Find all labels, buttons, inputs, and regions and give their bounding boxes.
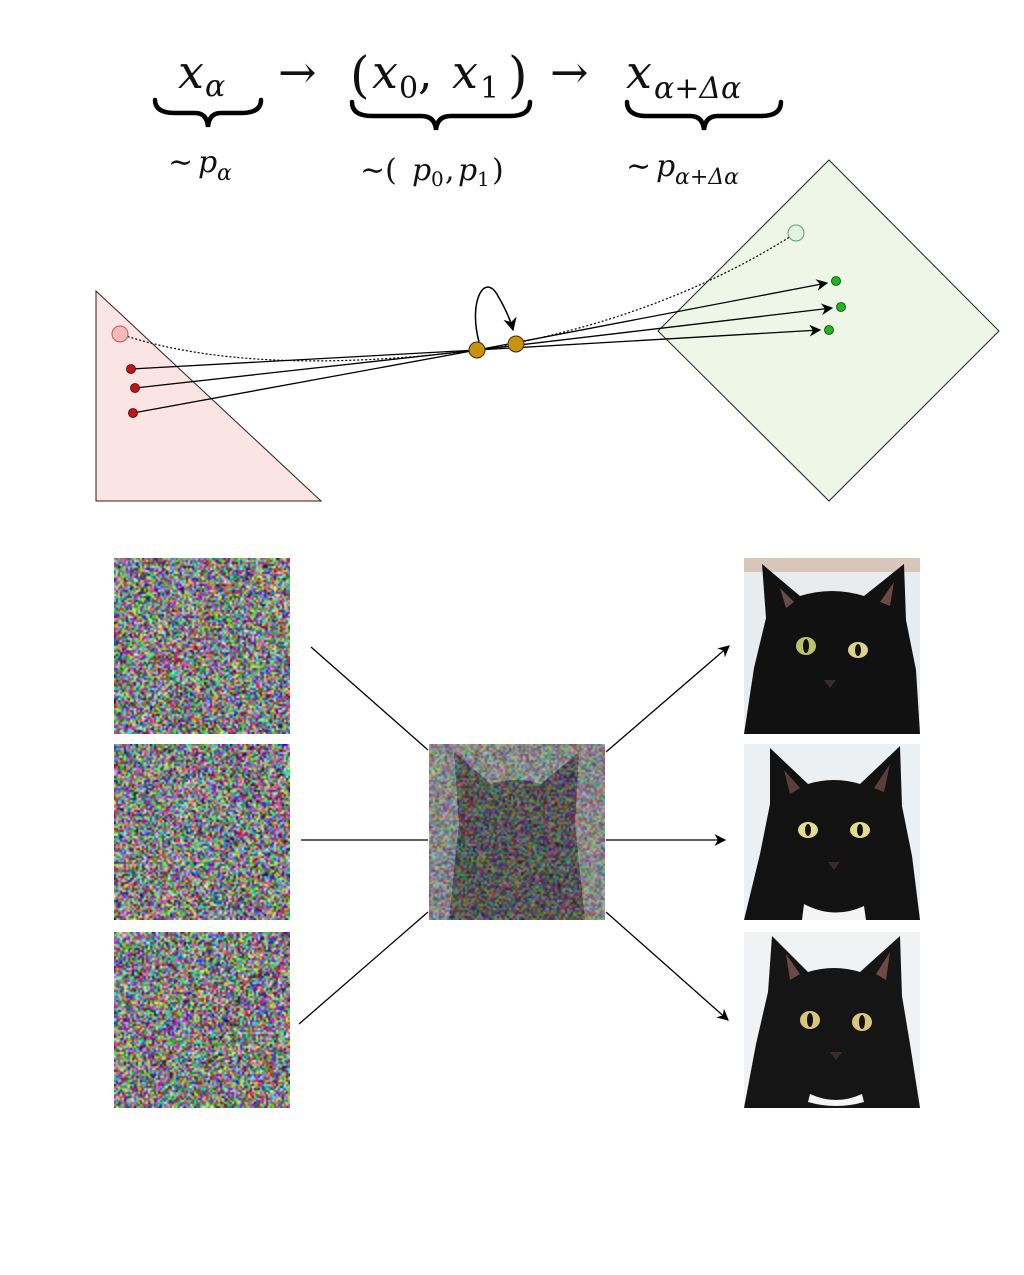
source-point-1 <box>126 364 136 374</box>
underbrace-alpha <box>152 97 264 128</box>
arrow-1: → <box>278 45 317 99</box>
under-next-tilde: ∼ <box>626 149 651 184</box>
trajectory-3-out <box>476 324 822 351</box>
image-flow-connectors <box>298 645 730 1025</box>
noisy-cat-image <box>429 744 605 920</box>
pair-close: ) <box>508 46 528 104</box>
under-next-sub: α+Δα <box>675 165 739 190</box>
cat-1-connector <box>605 645 730 753</box>
pair-base0: x <box>372 45 398 99</box>
pair-sub0: 0 <box>399 71 418 106</box>
trajectory-3-in <box>132 349 478 414</box>
under-pair-close: ) <box>492 153 504 188</box>
cat-image <box>744 744 920 920</box>
cat-image <box>744 558 920 734</box>
noise-1-connector <box>310 646 429 751</box>
trajectory-2-in <box>134 349 478 389</box>
distribution-diagram <box>95 159 1000 502</box>
source-distribution-triangle <box>95 289 323 502</box>
pair-base1: x <box>452 45 478 99</box>
step-loop-arrow <box>474 286 517 343</box>
under-pair-p1: p <box>458 153 477 188</box>
term-next-sub: α+Δα <box>654 71 741 106</box>
term-next-base: x <box>626 45 652 99</box>
term-x-alpha: x α ∼ p α <box>152 45 264 186</box>
trajectory-2-out <box>476 303 834 351</box>
noise-image <box>114 932 290 1108</box>
noise-3-connector <box>298 911 429 1025</box>
arrow-2: → <box>550 45 589 99</box>
noise-image <box>114 558 290 734</box>
noise-image <box>114 744 290 920</box>
target-ghost-point <box>787 224 805 242</box>
under-pair-sub1: 1 <box>477 167 490 191</box>
cat-image <box>744 932 920 1108</box>
pair-sub1: 1 <box>480 71 499 106</box>
target-point-3 <box>824 325 834 335</box>
under-pair-sub0: 0 <box>431 167 444 191</box>
underbrace-next <box>624 99 784 131</box>
under-next-base: p <box>656 149 675 184</box>
term-x-next: x α+Δα ∼ p α+Δα <box>624 45 784 190</box>
under-pair-comma: , <box>445 153 455 188</box>
target-point-1 <box>831 276 841 286</box>
term-alpha-base: x <box>178 45 204 99</box>
interpolant-point-next <box>507 335 525 353</box>
under-alpha-tilde: ∼ <box>168 145 193 180</box>
source-point-2 <box>130 383 140 393</box>
target-point-2 <box>836 302 846 312</box>
under-pair-p0: p <box>412 153 431 188</box>
term-pair: ( x 0 , x 1 ) ∼( p 0 , p 1 ) <box>349 45 533 191</box>
source-point-3 <box>128 408 138 418</box>
pair-open: ( <box>350 46 370 104</box>
under-alpha-base: p <box>198 145 217 180</box>
equation: x α ∼ p α → ( x 0 , x 1 ) ∼( p 0 , p 1 )… <box>152 45 784 191</box>
interpolant-point-current <box>468 341 486 359</box>
trajectory-1-in <box>130 349 478 370</box>
source-ghost-point <box>111 325 129 343</box>
cat-3-connector <box>605 911 729 1021</box>
under-pair-open: ∼( <box>360 153 397 188</box>
pair-comma: , <box>418 45 433 99</box>
underbrace-pair <box>349 99 533 131</box>
trajectory-1-out <box>476 279 829 351</box>
under-alpha-sub: α <box>217 161 232 186</box>
term-alpha-sub: α <box>205 69 225 104</box>
